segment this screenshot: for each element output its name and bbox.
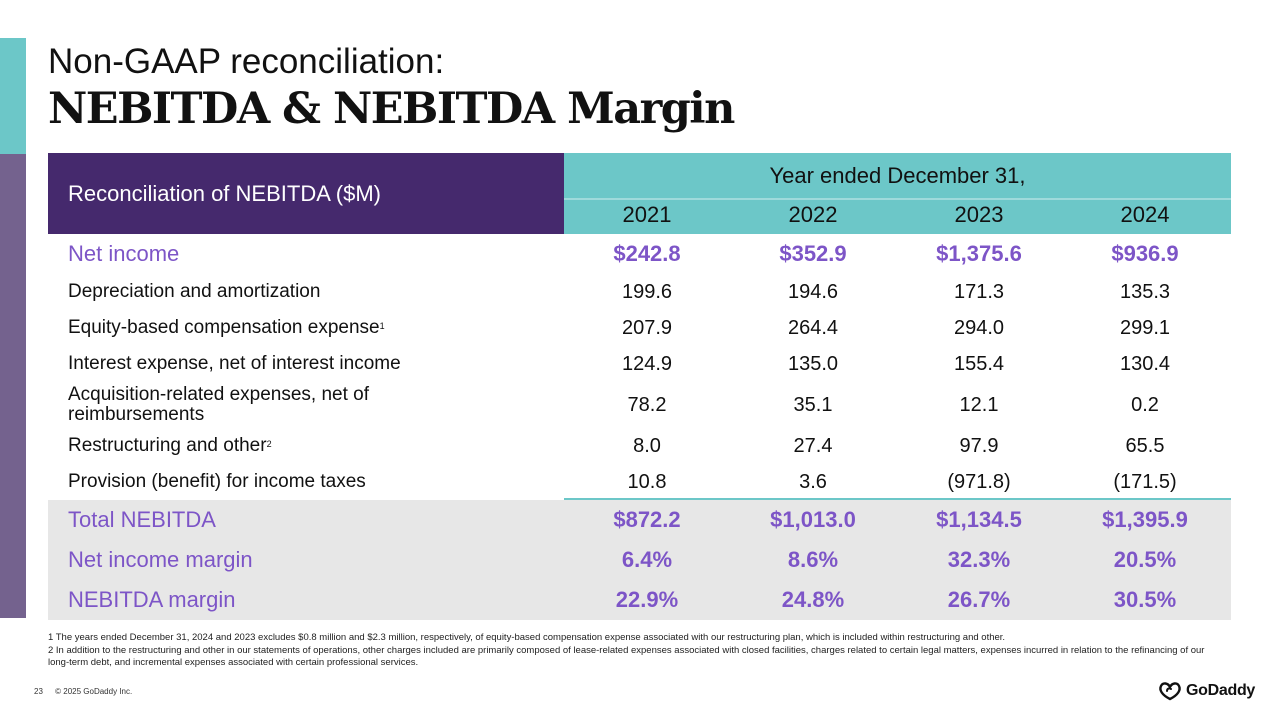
godaddy-logo: GoDaddy <box>1158 681 1255 701</box>
cell-2024: $936.9 <box>1111 241 1179 266</box>
year-header-2023: 2023 <box>954 202 1004 227</box>
page-title-line1: Non-GAAP reconciliation: <box>48 42 445 81</box>
accent-bar-purple <box>0 154 26 618</box>
row-label: Equity-based compensation expense1 <box>48 318 564 338</box>
footnote-marker: 2 <box>266 439 272 449</box>
cell-2023: 97.9 <box>959 434 999 457</box>
cell-2022: 3.6 <box>799 470 827 493</box>
table-header-label-text: Reconciliation of NEBITDA ($M) <box>68 180 381 206</box>
cell-2023: 171.3 <box>953 280 1005 303</box>
accent-bar-teal <box>0 38 26 154</box>
cell-2023: 12.1 <box>959 393 999 416</box>
cell-2024: 299.1 <box>1119 316 1171 339</box>
cell-2022: 135.0 <box>787 352 839 375</box>
cell-2024: 30.5% <box>1113 587 1177 612</box>
row-label: Total NEBITDA <box>68 507 216 532</box>
totals-background <box>48 500 1231 620</box>
page-number: 23 <box>34 687 43 696</box>
table-row-acquisition: Acquisition-related expenses, net of rei… <box>48 382 1231 428</box>
footnotes: 1 The years ended December 31, 2024 and … <box>48 632 1208 670</box>
row-label: Net income margin <box>68 547 253 572</box>
table-row-net-income-margin: Net income margin 6.4% 8.6% 32.3% 20.5% <box>48 540 1231 580</box>
row-label-text: Equity-based compensation expense <box>68 317 380 338</box>
cell-2024: (171.5) <box>1113 470 1177 493</box>
cell-2021: 199.6 <box>621 280 673 303</box>
row-label: Provision (benefit) for income taxes <box>68 471 366 492</box>
page-title-line2: NEBITDA & NEBITDA Margin <box>48 84 735 134</box>
table-header-label: Reconciliation of NEBITDA ($M) <box>48 153 564 234</box>
copyright: © 2025 GoDaddy Inc. <box>55 687 133 696</box>
cell-2021: 124.9 <box>621 352 673 375</box>
cell-2023: 155.4 <box>953 352 1005 375</box>
row-label: Net income <box>68 241 180 266</box>
row-label: Acquisition-related expenses, net of rei… <box>68 384 370 425</box>
year-header-2024: 2024 <box>1120 202 1170 227</box>
year-header-2022: 2022 <box>788 202 838 227</box>
table-row-restructuring: Restructuring and other2 8.0 27.4 97.9 6… <box>48 428 1231 464</box>
table-row-net-income: Net income $242.8 $352.9 $1,375.6 $936.9 <box>48 234 1231 274</box>
table-row-depreciation: Depreciation and amortization 199.6 194.… <box>48 274 1231 310</box>
table-row-income-taxes: Provision (benefit) for income taxes 10.… <box>48 464 1231 500</box>
table-row-interest: Interest expense, net of interest income… <box>48 346 1231 382</box>
cell-2021: $872.2 <box>613 507 681 532</box>
year-header-2021: 2021 <box>622 202 672 227</box>
cell-2023: 32.3% <box>947 547 1011 572</box>
table-header-years: Year ended December 31, 2021 2022 2023 2… <box>564 153 1231 234</box>
table-row-equity-comp: Equity-based compensation expense1 207.9… <box>48 310 1231 346</box>
cell-2023: $1,375.6 <box>936 241 1022 266</box>
cell-2024: 20.5% <box>1113 547 1177 572</box>
cell-2024: 65.5 <box>1125 434 1165 457</box>
cell-2022: 8.6% <box>787 547 839 572</box>
cell-2021: 78.2 <box>627 393 667 416</box>
godaddy-logo-text: GoDaddy <box>1186 682 1256 699</box>
page-footer: 23 © 2025 GoDaddy Inc. <box>34 687 142 696</box>
cell-2022: 24.8% <box>781 587 845 612</box>
cell-2024: $1,395.9 <box>1102 507 1188 532</box>
cell-2021: 10.8 <box>627 470 667 493</box>
row-label: Interest expense, net of interest income <box>68 353 401 374</box>
table-row-nebitda-margin: NEBITDA margin 22.9% 24.8% 26.7% 30.5% <box>48 580 1231 620</box>
footnote-marker: 1 <box>379 321 385 331</box>
row-label: Restructuring and other2 <box>48 436 564 456</box>
cell-2024: 0.2 <box>1131 393 1159 416</box>
cell-2022: 264.4 <box>787 316 839 339</box>
cell-2021: 6.4% <box>621 547 673 572</box>
period-title: Year ended December 31, <box>769 163 1026 188</box>
cell-2022: $352.9 <box>779 241 847 266</box>
cell-2022: 27.4 <box>793 434 833 457</box>
cell-2022: 35.1 <box>793 393 833 416</box>
cell-2023: 26.7% <box>947 587 1011 612</box>
footnote-2: 2 In addition to the restructuring and o… <box>48 644 1205 669</box>
row-label: NEBITDA margin <box>68 587 236 612</box>
table-row-total-nebitda: Total NEBITDA $872.2 $1,013.0 $1,134.5 $… <box>48 500 1231 540</box>
cell-2024: 130.4 <box>1119 352 1171 375</box>
cell-2023: $1,134.5 <box>936 507 1022 532</box>
cell-2023: (971.8) <box>947 470 1011 493</box>
cell-2021: 22.9% <box>615 587 679 612</box>
header-divider <box>564 198 1231 200</box>
row-label: Depreciation and amortization <box>68 281 321 302</box>
cell-2024: 135.3 <box>1119 280 1171 303</box>
footnote-1: 1 The years ended December 31, 2024 and … <box>48 632 1006 643</box>
cell-2021: 8.0 <box>633 434 661 457</box>
godaddy-logo-icon <box>1159 682 1181 701</box>
cell-2022: $1,013.0 <box>770 507 856 532</box>
totals-divider <box>564 498 1231 500</box>
cell-2021: 207.9 <box>621 316 673 339</box>
row-label-text: Restructuring and other <box>68 435 267 456</box>
cell-2021: $242.8 <box>613 241 681 266</box>
cell-2023: 294.0 <box>953 316 1005 339</box>
cell-2022: 194.6 <box>787 280 839 303</box>
